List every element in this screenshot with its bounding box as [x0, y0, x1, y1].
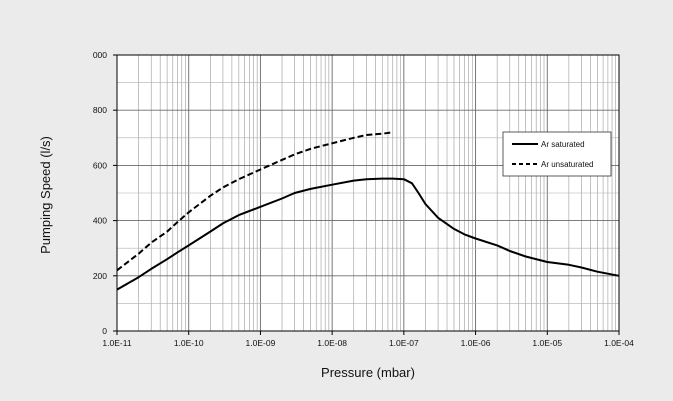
y-tick-label: 600 [93, 160, 107, 170]
y-tick-label: 0 [102, 326, 107, 336]
x-tick-label: 1.0E-05 [532, 338, 562, 348]
legend-label-ar-unsaturated: Ar unsaturated [541, 160, 593, 169]
series-lines [116, 131, 620, 291]
x-tick-label: 1.0E-10 [174, 338, 204, 348]
axis-ticks: 1.0E-11 1.0E-10 1.0E-09 1.0E-08 1.0E-07 1.0E-… [93, 50, 634, 348]
y-tick-label: 800 [93, 105, 107, 115]
x-tick-label: 1.0E-07 [389, 338, 419, 348]
x-axis-label: Pressure (mbar) [321, 365, 415, 380]
grid-lines [116, 54, 620, 332]
plot-border [116, 54, 620, 332]
series-line-ar-saturated [116, 177, 620, 291]
legend-label-ar-saturated: Ar saturated [541, 140, 585, 149]
x-tick-label: 1.0E-04 [604, 338, 634, 348]
x-tick-label: 1.0E-06 [461, 338, 491, 348]
legend-box [502, 131, 612, 177]
x-tick-label: 1.0E-09 [246, 338, 276, 348]
legend: Ar saturated Ar unsaturated [502, 131, 612, 177]
y-axis-label: Pumping Speed (l/s) [38, 136, 53, 254]
x-tick-label: 1.0E-08 [317, 338, 347, 348]
x-tick-label: 1.0E-11 [102, 338, 131, 348]
series-line-ar-unsaturated [116, 131, 393, 272]
y-tick-label: 000 [93, 50, 107, 60]
y-tick-label: 400 [93, 216, 107, 226]
y-tick-label: 200 [93, 271, 107, 281]
